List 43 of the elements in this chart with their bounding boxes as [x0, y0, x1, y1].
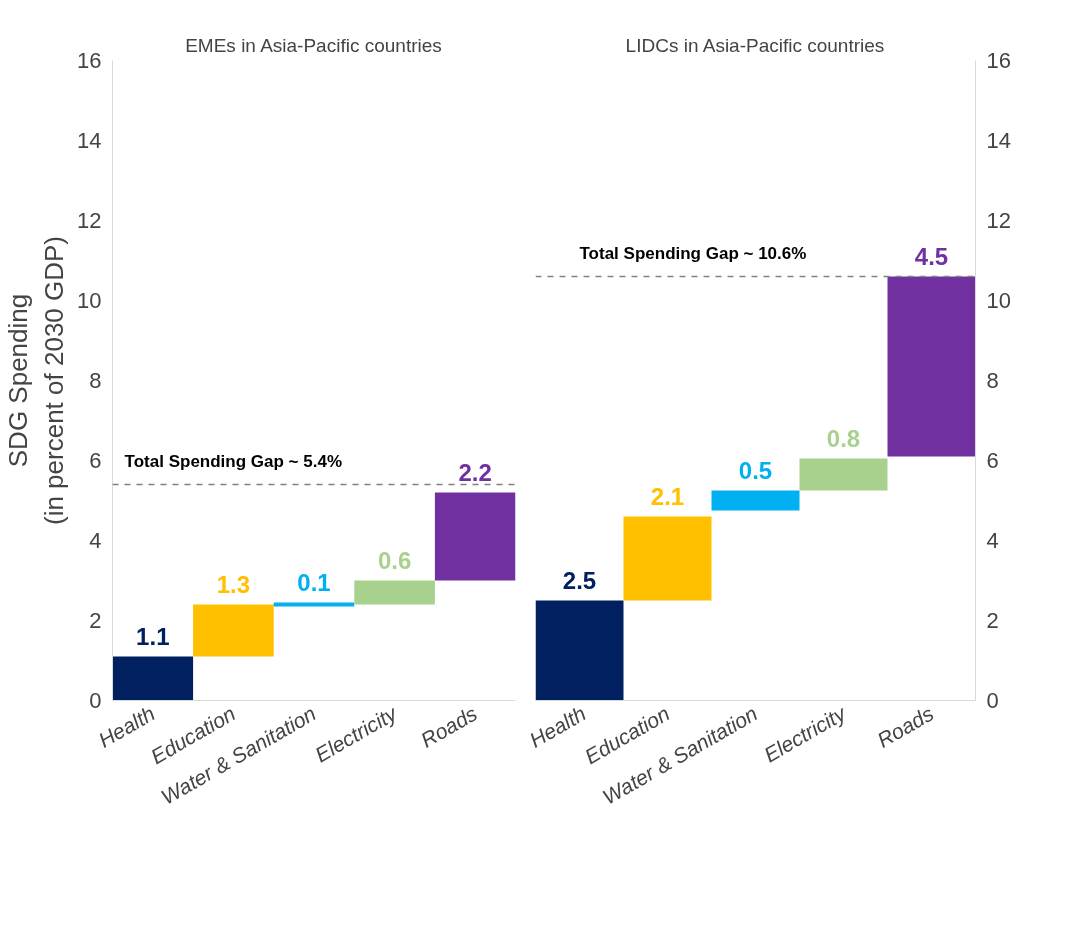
y-tick-label: 10: [986, 288, 1011, 313]
data-label: 0.5: [738, 456, 773, 484]
chart-title: LIDCs in Asia-Pacific countries: [625, 34, 885, 56]
bar: [273, 602, 355, 607]
y-tick-label: 2: [89, 608, 102, 633]
y-tick-label: 16: [986, 48, 1011, 73]
y-tick-label: 8: [89, 368, 102, 393]
data-label: 2.2: [458, 458, 492, 486]
data-label: 0.6: [377, 546, 412, 574]
y-tick-label: 12: [77, 208, 102, 233]
bar: [354, 580, 435, 605]
data-label: 4.5: [914, 242, 949, 270]
ref-line-label: Total Spending Gap ~ 5.4%: [124, 451, 343, 471]
y-axis-title: SDG Spending (in percent of 2030 GDP): [3, 235, 70, 526]
ref-line-label: Total Spending Gap ~ 10.6%: [579, 243, 807, 263]
y-tick-label: 2: [986, 608, 999, 633]
bar: [623, 516, 712, 601]
bar: [112, 656, 194, 701]
data-label: 1.3: [216, 570, 251, 598]
y-tick-label: 0: [89, 688, 102, 713]
y-tick-label: 16: [77, 48, 102, 73]
y-tick-label: 14: [986, 128, 1011, 153]
y-tick-label: 10: [77, 288, 102, 313]
bar: [887, 276, 976, 457]
data-label: 0.1: [297, 568, 331, 596]
y-tick-label: 4: [89, 528, 102, 553]
y-tick-label: 0: [986, 688, 999, 713]
y-tick-label: 6: [986, 448, 999, 473]
y-tick-label: 14: [77, 128, 102, 153]
y-tick-label: 8: [986, 368, 999, 393]
y-tick-label: 4: [986, 528, 999, 553]
bar: [193, 604, 274, 657]
chart-title: EMEs in Asia-Pacific countries: [185, 34, 442, 56]
bar: [799, 458, 888, 491]
y-tick-label: 12: [986, 208, 1011, 233]
bar: [711, 490, 800, 511]
data-label: 2.1: [650, 482, 685, 510]
bar: [434, 492, 516, 581]
data-label: 0.8: [826, 424, 861, 452]
data-label: 1.1: [136, 622, 170, 650]
y-tick-label: 6: [89, 448, 102, 473]
data-label: 2.5: [562, 566, 597, 594]
bar: [535, 600, 624, 701]
